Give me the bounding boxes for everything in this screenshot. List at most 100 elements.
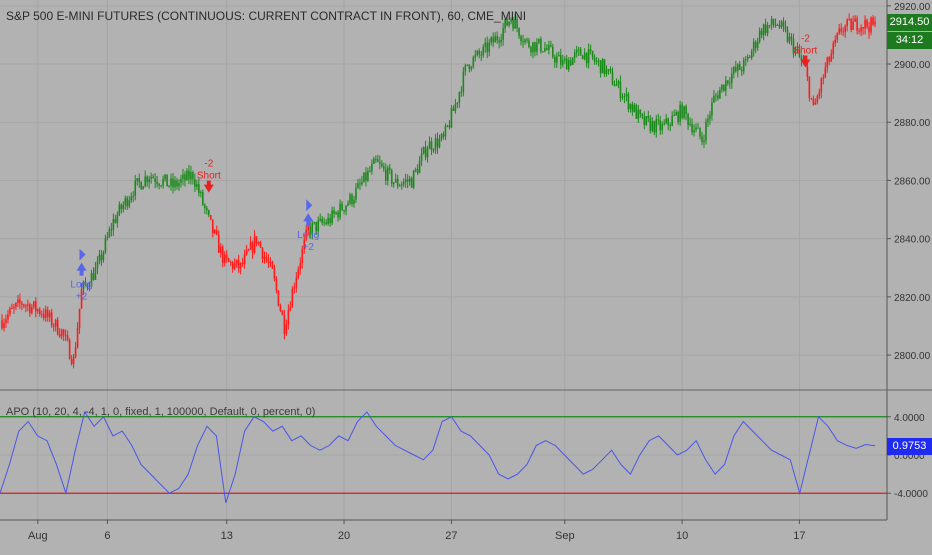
price-y-tick-label: 2920.00 <box>894 2 931 13</box>
x-tick-label: 20 <box>338 530 350 542</box>
candle-body <box>172 178 174 188</box>
candle-body <box>162 179 164 186</box>
candle-body <box>436 138 439 148</box>
candle-body <box>556 56 558 63</box>
candle-body <box>450 108 453 128</box>
candle-body <box>832 43 835 54</box>
candle-body <box>826 57 829 68</box>
candle-body <box>729 82 731 84</box>
candle-body <box>313 222 316 224</box>
candle-body <box>673 114 675 117</box>
candle-body <box>591 51 594 58</box>
candle-body <box>355 188 357 200</box>
candle-body <box>836 33 839 40</box>
candle-body <box>466 64 469 66</box>
candle-body <box>599 60 602 74</box>
candle-body <box>478 50 481 55</box>
candle-body <box>186 170 188 181</box>
candle-body <box>504 19 506 29</box>
candle-body <box>271 261 274 269</box>
candle-body <box>794 48 797 54</box>
candle-body <box>518 28 520 37</box>
candle-body <box>239 262 242 269</box>
candle-body <box>331 210 333 224</box>
candle-body <box>194 179 196 187</box>
candle-body <box>307 226 310 230</box>
candle-body <box>297 269 300 278</box>
short-signal-qty: -2 <box>204 159 213 170</box>
candle-body <box>633 105 636 112</box>
candle-body <box>699 127 701 137</box>
candle-body <box>323 222 325 224</box>
candle-body <box>675 112 677 115</box>
candle-body <box>534 42 536 52</box>
candle-body <box>522 41 524 43</box>
apo-line <box>0 410 876 503</box>
candle-body <box>31 306 33 314</box>
candle-body <box>736 64 739 72</box>
candle-body <box>806 65 809 77</box>
candle-body <box>536 42 538 52</box>
candle-body <box>418 160 421 174</box>
candle-body <box>398 185 401 187</box>
candle-body <box>502 28 504 40</box>
candle-body <box>351 194 353 204</box>
candle-body <box>786 29 789 42</box>
candle-body <box>687 114 689 125</box>
candle-body <box>56 319 59 335</box>
candle-body <box>136 178 139 181</box>
candle-body <box>790 36 793 40</box>
candle-body <box>349 194 351 204</box>
candle-body <box>494 36 496 43</box>
candle-body <box>659 120 662 131</box>
candle-body <box>577 49 580 51</box>
candle-body <box>514 19 516 29</box>
candle-body <box>468 64 471 70</box>
candle-body <box>21 303 23 305</box>
candle-body <box>305 229 308 240</box>
candle-body <box>241 262 244 265</box>
candle-body <box>486 42 489 53</box>
axes <box>0 0 932 521</box>
candle-body <box>482 46 485 56</box>
candle-body <box>206 208 208 211</box>
short-signal-qty: -2 <box>801 33 810 44</box>
candle-body <box>102 251 105 261</box>
candle-body <box>713 95 715 103</box>
candle-body <box>325 222 327 224</box>
candle-body <box>130 196 133 201</box>
candle-body <box>261 247 264 260</box>
candle-body <box>840 28 842 32</box>
candle-body <box>377 159 379 162</box>
candle-body <box>617 81 620 85</box>
candle-body <box>128 200 131 207</box>
candle-body <box>734 67 737 72</box>
candle-body <box>365 172 367 181</box>
candle-body <box>697 127 699 129</box>
candle-body <box>796 48 799 50</box>
candle-body <box>452 108 455 111</box>
candle-body <box>585 52 588 64</box>
candle-body <box>178 182 180 187</box>
candle-body <box>830 53 833 62</box>
price-y-tick-label: 2840.00 <box>894 235 931 246</box>
candle-body <box>396 178 399 187</box>
candle-body <box>273 268 276 279</box>
candle-body <box>679 104 681 122</box>
candle-body <box>693 130 695 133</box>
candle-body <box>748 57 751 59</box>
candle-body <box>180 178 182 183</box>
bar-countdown-badge: 34:12 <box>887 31 932 49</box>
candle-body <box>774 24 777 26</box>
candle-body <box>17 299 19 304</box>
candle-body <box>414 169 417 171</box>
candle-body <box>544 48 546 52</box>
x-tick-label: Aug <box>28 530 48 542</box>
candle-body <box>412 170 415 188</box>
candle-body <box>565 58 568 70</box>
candle-body <box>438 139 441 148</box>
candle-body <box>321 218 323 223</box>
candle-body <box>38 309 41 315</box>
